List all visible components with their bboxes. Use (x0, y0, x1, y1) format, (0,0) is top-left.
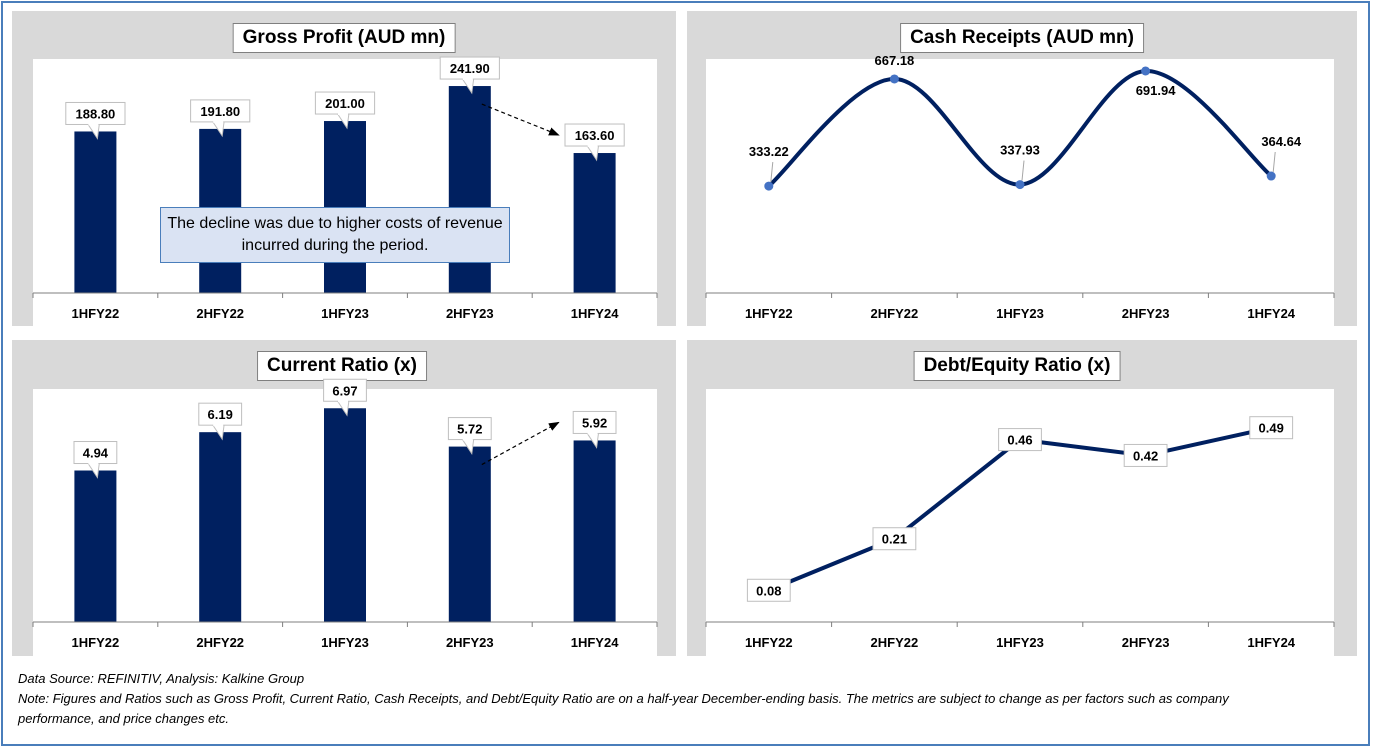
x-tick-label: 1HFY22 (745, 306, 793, 321)
x-tick-label: 2HFY22 (196, 635, 244, 650)
data-label: 241.90 (439, 56, 500, 95)
data-label: 5.72 (447, 417, 492, 455)
data-label-text: 5.92 (582, 415, 607, 430)
bar (74, 131, 117, 293)
series-line (767, 68, 1273, 188)
x-tick-label: 2HFY23 (446, 635, 494, 650)
label-leader (1021, 160, 1025, 181)
data-label: 201.00 (314, 91, 376, 130)
note-text-line1: Note: Figures and Ratios such as Gross P… (18, 691, 1229, 706)
trend-arrow (481, 103, 560, 136)
x-tick-label: 1HFY22 (72, 306, 120, 321)
label-leader (1272, 151, 1276, 173)
x-tick-label: 1HFY23 (996, 306, 1044, 321)
label-box (998, 428, 1042, 452)
x-tick-label: 2HFY23 (1122, 306, 1170, 321)
data-source-text: Data Source: REFINITIV, Analysis: Kalkin… (18, 671, 305, 686)
gross-profit-title: Gross Profit (AUD mn) (232, 23, 456, 53)
bar (324, 408, 366, 622)
x-tick-label: 1HFY24 (571, 306, 619, 321)
note-text-line2: performance, and price changes etc. (18, 711, 230, 726)
data-label-text: 201.00 (325, 96, 365, 111)
data-point (1141, 66, 1151, 76)
trend-arrow (481, 421, 560, 466)
data-label: 0.42 (1123, 443, 1168, 467)
label-box (872, 527, 917, 551)
data-label-text: 4.94 (83, 446, 109, 461)
bar (573, 440, 616, 622)
data-label: 6.19 (198, 402, 243, 441)
data-label: 0.08 (746, 578, 791, 602)
data-label: 191.80 (190, 99, 251, 138)
bar (74, 470, 117, 622)
data-label-text: 0.21 (882, 532, 907, 547)
x-tick-label: 2HFY22 (871, 635, 919, 650)
data-label: 163.60 (564, 123, 625, 162)
label-box (1249, 416, 1294, 440)
data-label-text: 337.93 (1000, 143, 1040, 158)
x-tick-label: 1HFY22 (72, 635, 120, 650)
data-point (1266, 171, 1276, 181)
x-tick-label: 2HFY23 (1122, 635, 1170, 650)
data-label: 0.21 (872, 527, 917, 551)
data-label-text: 333.22 (749, 144, 789, 159)
label-box (1123, 443, 1168, 467)
gross-profit-annotation: The decline was due to higher costs of r… (160, 207, 510, 263)
x-tick-label: 1HFY24 (1247, 635, 1295, 650)
bar (199, 432, 242, 622)
data-label-text: 241.90 (450, 61, 490, 76)
data-label: 6.97 (323, 378, 367, 417)
data-label-text: 5.72 (457, 422, 482, 437)
debt-equity-title: Debt/Equity Ratio (x) (913, 351, 1121, 381)
x-tick-label: 2HFY23 (446, 306, 494, 321)
data-point (764, 181, 774, 191)
data-label: 4.94 (73, 441, 118, 479)
x-tick-label: 1HFY24 (1247, 306, 1295, 321)
data-label-text: 364.64 (1261, 134, 1302, 149)
data-point (1015, 180, 1025, 190)
data-label-text: 0.08 (756, 583, 781, 598)
data-point (889, 74, 899, 84)
data-label-text: 0.46 (1007, 433, 1032, 448)
bar (573, 153, 616, 293)
current-ratio-title: Current Ratio (x) (257, 351, 427, 381)
x-tick-label: 1HFY24 (571, 635, 619, 650)
x-tick-label: 1HFY23 (321, 635, 369, 650)
data-label: 188.80 (65, 101, 126, 140)
x-tick-label: 1HFY23 (996, 635, 1044, 650)
data-label-text: 691.94 (1136, 83, 1177, 98)
footer: Data Source: REFINITIV, Analysis: Kalkin… (18, 669, 1229, 729)
data-label: 0.49 (1249, 416, 1294, 440)
label-box (746, 578, 791, 602)
label-leader (770, 162, 774, 183)
data-label: 5.92 (572, 410, 617, 449)
cash-receipts-plot-area (706, 59, 1334, 326)
data-label-text: 667.18 (875, 53, 915, 68)
data-label-text: 0.42 (1133, 448, 1158, 463)
x-tick-label: 2HFY22 (196, 306, 244, 321)
cash-receipts-panel: Cash Receipts (AUD mn) (687, 11, 1357, 326)
data-label: 0.46 (998, 428, 1042, 452)
data-label-text: 191.80 (200, 104, 240, 119)
data-label-text: 163.60 (575, 128, 615, 143)
data-label-text: 0.49 (1259, 421, 1284, 436)
data-label-text: 6.97 (332, 383, 357, 398)
bar (448, 446, 491, 622)
data-label-text: 188.80 (76, 106, 116, 121)
x-tick-label: 2HFY22 (871, 306, 919, 321)
x-tick-label: 1HFY22 (745, 635, 793, 650)
data-label-text: 6.19 (208, 407, 233, 422)
series-line (768, 425, 1272, 593)
x-tick-label: 1HFY23 (321, 306, 369, 321)
cash-receipts-title: Cash Receipts (AUD mn) (900, 23, 1144, 53)
